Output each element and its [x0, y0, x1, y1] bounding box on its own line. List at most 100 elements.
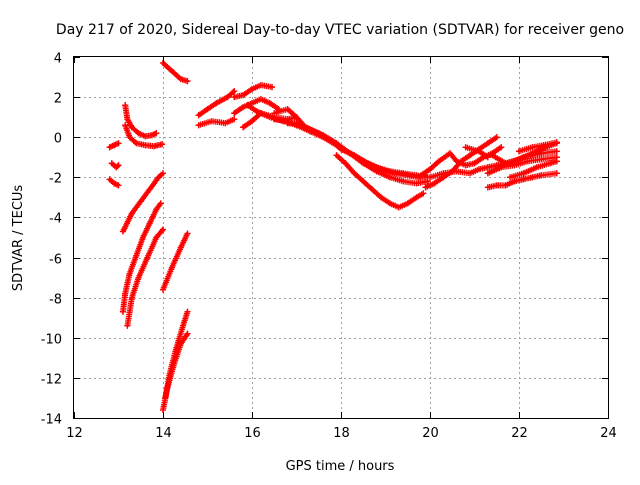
y-tick-label: 2 [54, 92, 62, 107]
data-point [253, 108, 260, 115]
series-s30 [516, 139, 560, 155]
data-point [111, 142, 118, 149]
series-s22 [333, 152, 427, 211]
data-point [160, 226, 166, 233]
series-s6 [119, 170, 166, 235]
y-tick-label: 4 [54, 52, 62, 67]
data-point [386, 174, 393, 181]
data-point [153, 206, 160, 213]
data-point [516, 148, 522, 155]
y-tick-label: -6 [49, 253, 62, 268]
series-s23 [418, 144, 505, 179]
data-point [360, 178, 367, 185]
data-point [108, 160, 115, 167]
data-series [106, 60, 560, 413]
data-point [524, 158, 531, 165]
data-point [257, 96, 264, 103]
data-point [222, 120, 229, 127]
data-point [342, 160, 349, 167]
series-s15 [231, 82, 276, 101]
data-point [462, 162, 469, 169]
data-point [231, 94, 238, 101]
data-point [418, 172, 425, 179]
data-point [142, 133, 149, 140]
data-point [511, 178, 518, 185]
plot-frame [73, 56, 609, 419]
data-point [231, 88, 238, 95]
data-point [400, 178, 407, 185]
data-point [306, 126, 313, 133]
data-point [333, 140, 340, 147]
data-point [148, 132, 155, 139]
data-point [440, 170, 447, 177]
data-point [431, 180, 438, 187]
data-point [435, 158, 442, 165]
data-point [224, 94, 231, 101]
data-point [553, 170, 560, 177]
data-point [106, 176, 113, 183]
data-point [520, 176, 527, 183]
data-point [284, 106, 291, 113]
series-s5 [122, 122, 166, 150]
data-point [269, 84, 276, 91]
x-tick-label: 24 [600, 426, 617, 441]
series-s13 [195, 88, 238, 119]
data-point [502, 160, 509, 167]
data-point [231, 110, 238, 117]
data-point [475, 148, 482, 155]
data-point [139, 234, 146, 241]
series-s9 [160, 230, 191, 293]
data-point [373, 168, 380, 175]
data-point [195, 122, 202, 129]
data-point [160, 286, 166, 293]
data-point [160, 170, 166, 177]
data-point [369, 186, 376, 193]
data-point [240, 92, 247, 99]
data-point [404, 200, 411, 207]
data-point [493, 182, 500, 189]
data-point [422, 184, 429, 191]
data-point [360, 160, 367, 167]
data-point [420, 190, 427, 197]
data-point [529, 150, 536, 157]
data-point [153, 234, 160, 241]
data-point [146, 186, 153, 193]
data-point [122, 290, 129, 297]
data-point [516, 156, 522, 163]
y-tick-label: -8 [49, 293, 62, 308]
data-point [553, 148, 560, 155]
data-point [320, 132, 327, 139]
data-point [413, 180, 420, 187]
data-point [529, 174, 536, 181]
series-s7 [119, 200, 164, 315]
y-tick-label: -14 [41, 413, 62, 428]
data-point [160, 406, 166, 413]
data-point [553, 139, 560, 146]
data-point [231, 116, 238, 123]
data-point [106, 144, 113, 151]
data-point [266, 114, 273, 121]
data-point [111, 180, 118, 187]
data-point [257, 82, 264, 89]
y-tick-label: -4 [49, 212, 62, 227]
data-point [144, 254, 151, 261]
data-point [284, 120, 291, 127]
series-s8 [124, 226, 166, 329]
data-point [115, 162, 122, 169]
data-point [180, 322, 187, 329]
data-point [168, 264, 175, 271]
series-s29 [507, 158, 560, 181]
data-point [244, 102, 251, 109]
data-point [453, 168, 460, 175]
data-point [498, 144, 505, 151]
data-point [122, 122, 129, 129]
data-point [413, 194, 420, 201]
data-point [142, 142, 149, 149]
data-point [126, 270, 133, 277]
data-point [346, 150, 353, 157]
data-point [467, 152, 474, 159]
data-point [162, 394, 169, 401]
data-point [484, 154, 491, 161]
